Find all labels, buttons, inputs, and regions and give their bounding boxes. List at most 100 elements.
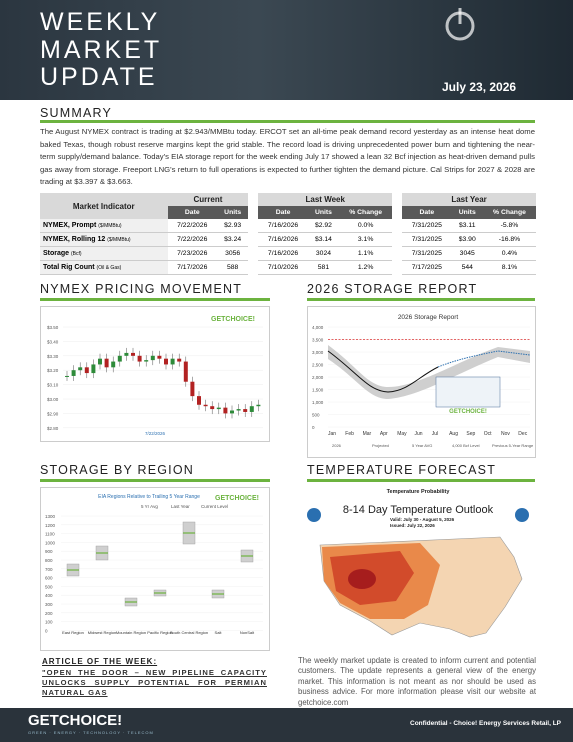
section-heading: 2026 STORAGE REPORT [307,282,478,296]
candle-body [78,367,83,371]
candle-body [183,361,188,382]
candle-body [197,396,201,405]
spacer [248,193,259,219]
data-row: NYMEX, Prompt ($/MMBtu) 7/22/2026 $2.93 7/1… [40,219,536,233]
y-tick-label: $3.40 [47,339,59,344]
subheader: Date [167,206,217,219]
y-tick-label: $3.20 [47,368,59,373]
y-tick-label: 1100 [45,532,55,537]
cell: 7/22/2026 [167,233,217,247]
chart-title: EIA Regions Relative to Trailing 5 Year … [98,494,200,500]
subheader: Units [216,206,249,219]
cell: 1.1% [339,247,393,261]
brand: GETCHOICE! [215,495,259,502]
legend-entry: 4,000 Bcf Level [452,443,480,448]
y-tick-label: 2,000 [312,375,324,380]
cell: 0.4% [482,247,536,261]
cell: $2.93 [216,219,249,233]
cell: 7/22/2026 [167,219,217,233]
indicator-header: Market Indicator [40,193,168,219]
spacer [248,233,258,247]
cell: 7/16/2026 [258,247,308,261]
x-tick-label: Pacific Region [147,630,173,635]
cell: $3.24 [216,233,249,247]
candle-body [249,406,254,412]
x-tick-label: Salt [215,630,223,635]
data-row: NYMEX, Rolling 12 ($/MMBtu) 7/22/2026 $3.2… [40,233,536,247]
brand: GETCHOICE! [211,316,255,323]
subheader: % Change [339,206,393,219]
y-tick-label: 3,000 [312,350,324,355]
x-tick-label: Mountain Region [116,630,146,635]
x-tick-label: Dec [518,431,527,437]
legend-entry: Current Level [201,504,228,509]
cell: -5.8% [482,219,536,233]
candle-body [216,407,221,410]
row-label: Total Rig Count (Oil & Gas) [40,261,168,275]
y-tick-label: 400 [45,593,53,598]
map-title: 8-14 Day Temperature Outlook [343,504,494,516]
legend-entry: Last Year [171,504,190,509]
candle-body [131,352,135,356]
x-tick-label: Apr [380,431,388,437]
x-tick-label: Jul [432,431,438,437]
cell: 7/16/2026 [258,233,308,247]
y-tick-label: 0 [45,628,48,633]
spacer [392,219,402,233]
group-header: Current [167,193,249,206]
header-banner: WEEKLY MARKET UPDATE July 23, 2026 [0,0,573,100]
x-tick-label: Sep [466,431,475,437]
rule [40,479,270,482]
cell: 7/17/2025 [402,261,452,275]
x-tick-label: NonSalt [240,630,255,635]
subheader: Date [402,206,452,219]
y-tick-label: 900 [45,549,53,554]
y-tick-label: 100 [45,620,53,625]
subheader-row: Date Units Date Units% Change Date Units% Cha… [40,206,536,219]
y-tick-label: $2.80 [47,426,59,431]
group-header: Last Year [402,193,536,206]
candle-body [164,358,168,365]
candle-body [111,361,116,368]
y-tick-label: $3.00 [47,397,59,402]
y-tick-label: 800 [45,558,53,563]
region-chart: EIA Regions Relative to Trailing 5 Year … [40,487,270,651]
cell: $3.11 [451,219,483,233]
cell: -16.8% [482,233,536,247]
candle-body [236,409,241,411]
map-valid: Valid: July 30 - August 5, 2026 [390,517,455,522]
y-tick-label: 700 [45,567,53,572]
candle-body [190,381,195,397]
candle-body [243,409,248,412]
spacer [392,233,402,247]
title-line: UPDATE [40,63,158,91]
candle-body [223,407,228,414]
cell: 8.1% [482,261,536,275]
y-tick-label: 1000 [45,540,56,545]
candle-body [203,404,208,407]
candle-body [150,355,155,361]
cell: 3045 [451,247,483,261]
x-tick-label: Jun [415,431,423,437]
subheader: Units [307,206,340,219]
x-tick-label: Jan [328,431,336,437]
spacer [392,193,403,219]
y-tick-label: 500 [312,413,320,418]
x-tick-label: Mar [363,431,372,437]
row-unit: ($/MMBtu) [98,223,122,229]
chart-title: 2026 Storage Report [398,314,459,321]
date: July 23, 2026 [442,80,517,94]
row-name: Storage [43,250,70,257]
cell: 7/31/2025 [402,247,452,261]
article-title[interactable]: "OPEN THE DOOR – NEW PIPELINE CAPACITY U… [42,668,267,697]
cell: 3024 [307,247,340,261]
cell: 581 [307,261,340,275]
candle-body [256,404,261,407]
y-tick-label: 1200 [45,523,56,528]
footer-tagline: GREEN · ENERGY · TECHNOLOGY · TELECOM [28,730,154,735]
spacer [248,261,258,275]
section-heading: STORAGE BY REGION [40,463,194,477]
data-row: Storage (Bcf) 7/23/2026 3056 7/16/2026 3024 1… [40,247,536,261]
x-tick-label: Aug [449,431,458,437]
